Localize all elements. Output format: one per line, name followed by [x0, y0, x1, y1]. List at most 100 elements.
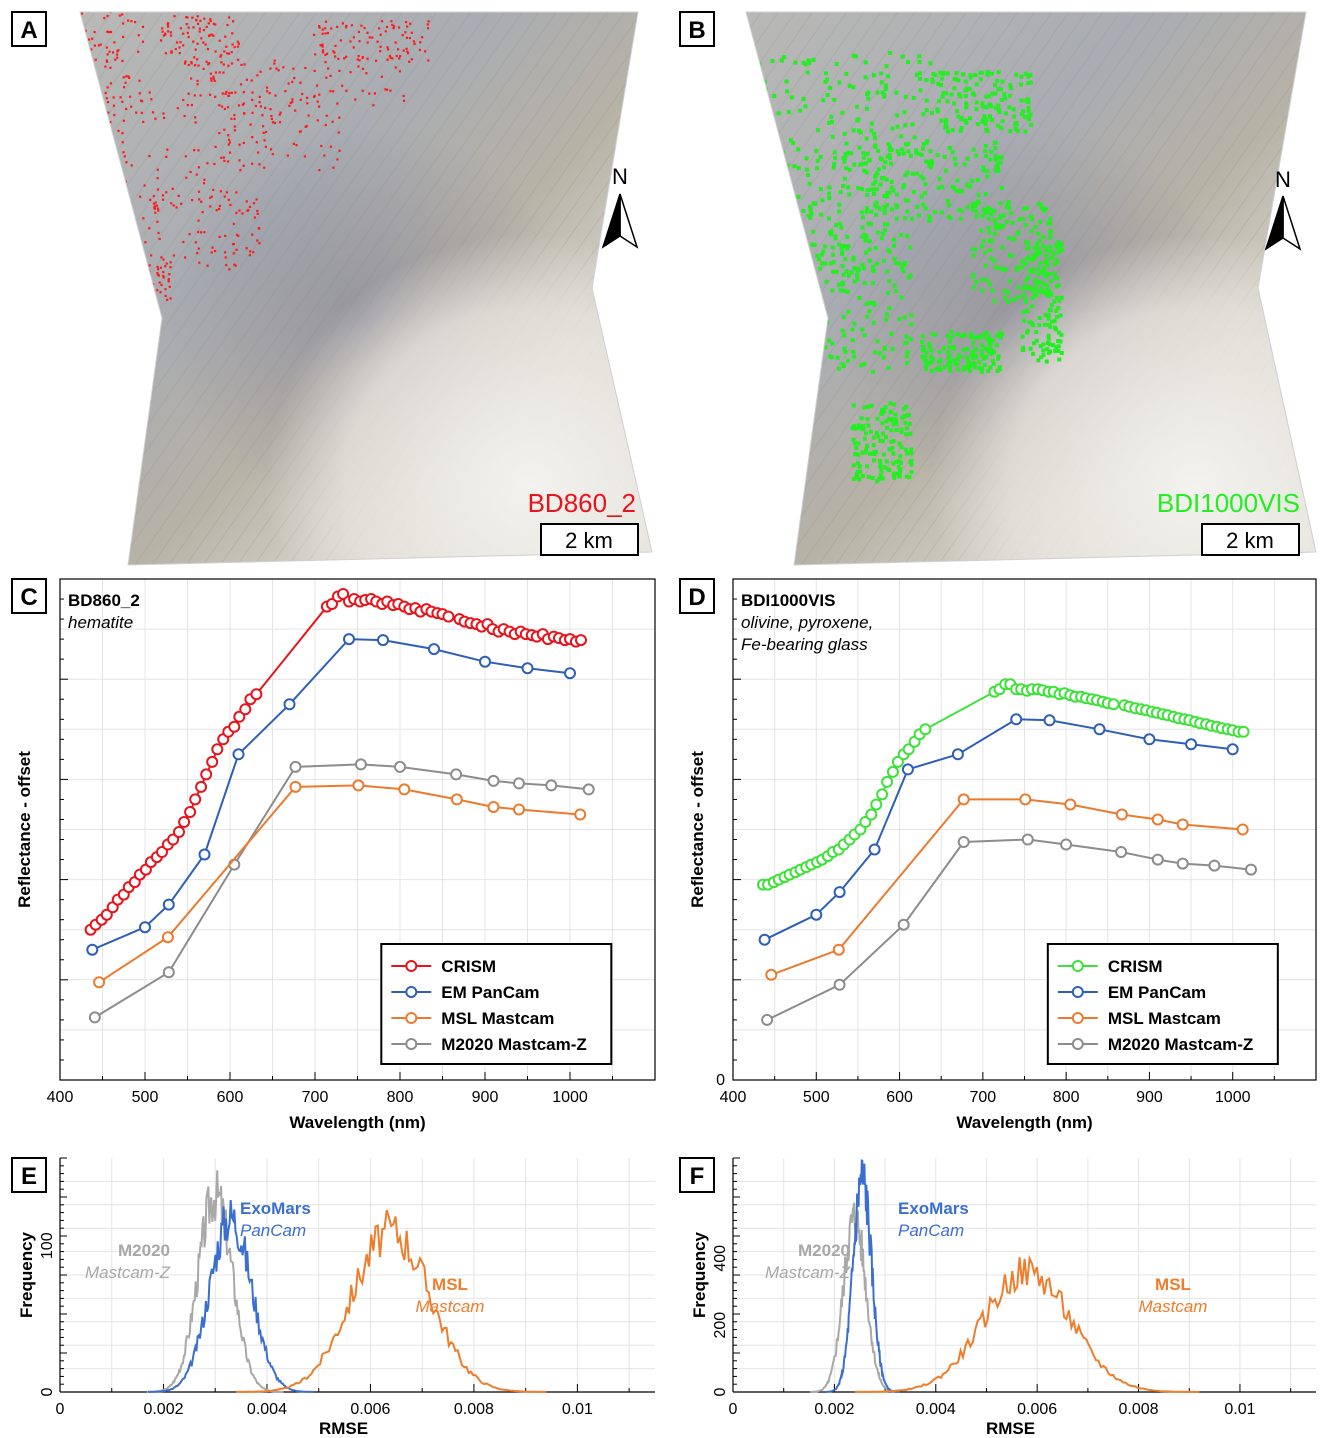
- series-label-name: M2020: [798, 1241, 850, 1260]
- panel-letter-box-c: [11, 578, 47, 614]
- overlay-speck-b: [1036, 231, 1041, 236]
- overlay-speck-a: [128, 205, 131, 208]
- overlay-speck-b: [903, 94, 908, 99]
- data-point: [891, 755, 904, 768]
- overlay-speck-b: [945, 198, 950, 203]
- overlay-speck-b: [995, 162, 1000, 167]
- overlay-speck-b: [948, 216, 953, 220]
- overlay-speck-b: [839, 225, 844, 230]
- overlay-speck-b: [900, 265, 905, 270]
- overlay-speck-b: [964, 182, 969, 187]
- overlay-speck-b: [897, 473, 902, 478]
- overlay-speck-a: [212, 34, 215, 37]
- series-label-instrument: PanCam: [240, 1221, 306, 1240]
- overlay-speck-a: [329, 90, 332, 93]
- overlay-speck-b: [1006, 290, 1011, 295]
- overlay-speck-b: [905, 198, 910, 203]
- overlay-speck-b: [1052, 271, 1057, 276]
- overlay-speck-b: [945, 350, 950, 355]
- overlay-speck-b: [990, 117, 994, 122]
- overlay-speck-b: [899, 427, 904, 432]
- data-point: [442, 610, 455, 623]
- overlay-speck-a: [165, 191, 168, 194]
- overlay-speck-b: [1023, 223, 1028, 228]
- overlay-speck-a: [103, 17, 106, 20]
- overlay-speck-b: [904, 474, 909, 479]
- overlay-speck-b: [965, 205, 970, 210]
- overlay-speck-b: [882, 165, 887, 170]
- overlay-speck-b: [1047, 271, 1052, 276]
- overlay-speck-b: [771, 143, 776, 148]
- overlay-speck-b: [1036, 279, 1041, 284]
- data-point: [1245, 863, 1257, 876]
- overlay-speck-a: [77, 22, 79, 24]
- overlay-speck-b: [759, 165, 764, 170]
- overlay-speck-b: [981, 165, 986, 170]
- overlay-speck-a: [98, 196, 101, 199]
- x-axis-label: Wavelength (nm): [956, 1113, 1092, 1132]
- overlay-speck-a: [321, 51, 325, 54]
- overlay-speck-a: [188, 233, 191, 236]
- overlay-speck-a: [109, 121, 112, 124]
- overlay-speck-a: [336, 25, 339, 28]
- overlay-speck-a: [226, 52, 229, 55]
- overlay-speck-b: [993, 146, 998, 151]
- overlay-speck-b: [922, 191, 927, 195]
- overlay-speck-a: [323, 154, 326, 157]
- overlay-speck-b: [851, 53, 856, 58]
- overlay-speck-a: [143, 184, 146, 187]
- overlay-speck-a: [197, 190, 201, 193]
- overlay-speck-b: [948, 368, 953, 373]
- overlay-speck-a: [191, 16, 194, 19]
- overlay-speck-b: [929, 348, 934, 353]
- overlay-speck-b: [924, 98, 929, 103]
- overlay-speck-b: [907, 421, 912, 426]
- overlay-speck-b: [847, 192, 852, 197]
- overlay-speck-a: [160, 283, 163, 286]
- overlay-speck-b: [866, 423, 871, 428]
- x-tick-label: 700: [302, 1089, 329, 1106]
- overlay-speck-b: [949, 92, 954, 97]
- overlay-speck-a: [256, 74, 259, 77]
- overlay-speck-b: [937, 176, 942, 181]
- overlay-speck-a: [139, 271, 142, 274]
- overlay-speck-b: [838, 221, 843, 226]
- overlay-speck-b: [855, 273, 860, 278]
- overlay-speck-b: [882, 209, 887, 214]
- overlay-speck-b: [944, 91, 949, 96]
- overlay-speck-b: [940, 94, 945, 99]
- overlay-speck-a: [237, 42, 240, 45]
- overlay-speck-b: [862, 333, 867, 338]
- overlay-speck-a: [379, 33, 382, 36]
- overlay-speck-b: [997, 110, 1002, 115]
- overlay-speck-b: [1025, 256, 1030, 261]
- overlay-speck-b: [964, 120, 969, 125]
- overlay-speck-b: [1043, 206, 1048, 211]
- overlay-speck-a: [117, 289, 120, 292]
- overlay-speck-b: [963, 94, 968, 99]
- overlay-speck-a: [182, 240, 185, 244]
- overlay-speck-a: [88, 38, 91, 41]
- overlay-speck-b: [920, 334, 925, 339]
- overlay-speck-b: [924, 159, 929, 164]
- overlay-speck-a: [393, 25, 396, 28]
- overlay-speck-b: [851, 463, 856, 468]
- overlay-speck-b: [810, 242, 815, 247]
- overlay-speck-b: [889, 331, 894, 336]
- overlay-speck-b: [901, 183, 906, 187]
- overlay-speck-b: [1026, 241, 1031, 246]
- overlay-speck-a: [336, 158, 339, 161]
- overlay-speck-b: [1039, 355, 1044, 360]
- overlay-speck-a: [386, 58, 389, 61]
- overlay-speck-b: [1047, 290, 1052, 295]
- overlay-speck-b: [875, 90, 880, 95]
- overlay-speck-a: [251, 233, 254, 236]
- overlay-speck-a: [105, 97, 108, 100]
- overlay-speck-b: [985, 209, 990, 214]
- overlay-speck-a: [157, 268, 160, 271]
- overlay-speck-a: [228, 268, 231, 271]
- overlay-speck-b: [918, 88, 923, 93]
- overlay-speck-b: [946, 129, 950, 134]
- overlay-speck-b: [934, 367, 939, 372]
